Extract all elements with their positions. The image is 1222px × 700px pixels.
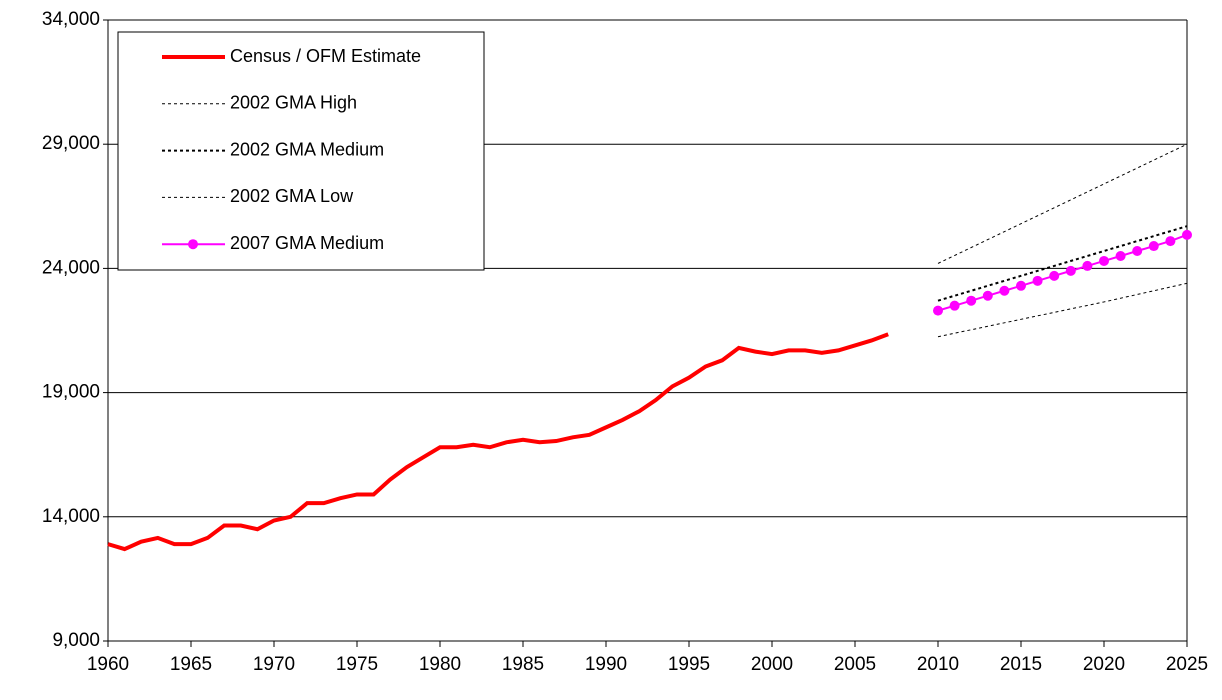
series-marker [1099, 255, 1109, 266]
series-marker [1016, 280, 1026, 291]
series-line [937, 225, 1188, 302]
x-tick-label: 1980 [419, 654, 461, 675]
y-tick-label: 29,000 [42, 133, 100, 154]
x-tick-label: 2010 [917, 654, 959, 675]
x-tick-label: 1970 [253, 654, 295, 675]
legend-marker [188, 239, 198, 250]
y-tick-label: 19,000 [42, 382, 100, 403]
series-marker [1182, 229, 1192, 240]
legend-label: 2002 GMA Medium [230, 139, 384, 159]
series-marker [1032, 275, 1043, 286]
series-line [937, 233, 1188, 312]
x-tick-label: 2020 [1083, 654, 1125, 675]
y-tick-label: 14,000 [42, 506, 100, 527]
series-marker [999, 285, 1010, 296]
series-marker [966, 295, 977, 306]
x-tick-label: 2000 [751, 654, 793, 675]
x-tick-label: 1960 [87, 654, 129, 675]
legend-label: 2002 GMA Low [230, 186, 354, 206]
series-marker [1132, 246, 1143, 257]
x-tick-label: 1990 [585, 654, 627, 675]
series-marker [982, 290, 993, 301]
x-tick-label: 2015 [1000, 654, 1042, 675]
x-tick-label: 1965 [170, 654, 212, 675]
x-tick-label: 1995 [668, 654, 710, 675]
y-tick-label: 24,000 [42, 257, 100, 278]
legend-label: Census / OFM Estimate [230, 46, 421, 66]
legend-label: 2007 GMA Medium [230, 233, 384, 253]
series-line [937, 282, 1188, 338]
series-line [107, 332, 889, 552]
series-marker [1165, 236, 1176, 247]
series-marker [933, 305, 943, 316]
y-tick-label: 9,000 [52, 630, 100, 651]
y-tick-label: 34,000 [42, 9, 100, 30]
series-line [937, 143, 1188, 264]
x-tick-label: 1975 [336, 654, 378, 675]
series-marker [949, 300, 960, 311]
series-marker [1049, 270, 1060, 281]
series-marker [1082, 260, 1093, 271]
x-tick-label: 1985 [502, 654, 544, 675]
series-marker [1148, 241, 1159, 252]
series-marker [1115, 250, 1126, 261]
series-marker [1065, 265, 1076, 276]
legend-box [117, 31, 485, 271]
x-tick-label: 2005 [834, 654, 876, 675]
legend-label: 2002 GMA High [230, 93, 357, 113]
x-tick-label: 2025 [1166, 654, 1208, 675]
